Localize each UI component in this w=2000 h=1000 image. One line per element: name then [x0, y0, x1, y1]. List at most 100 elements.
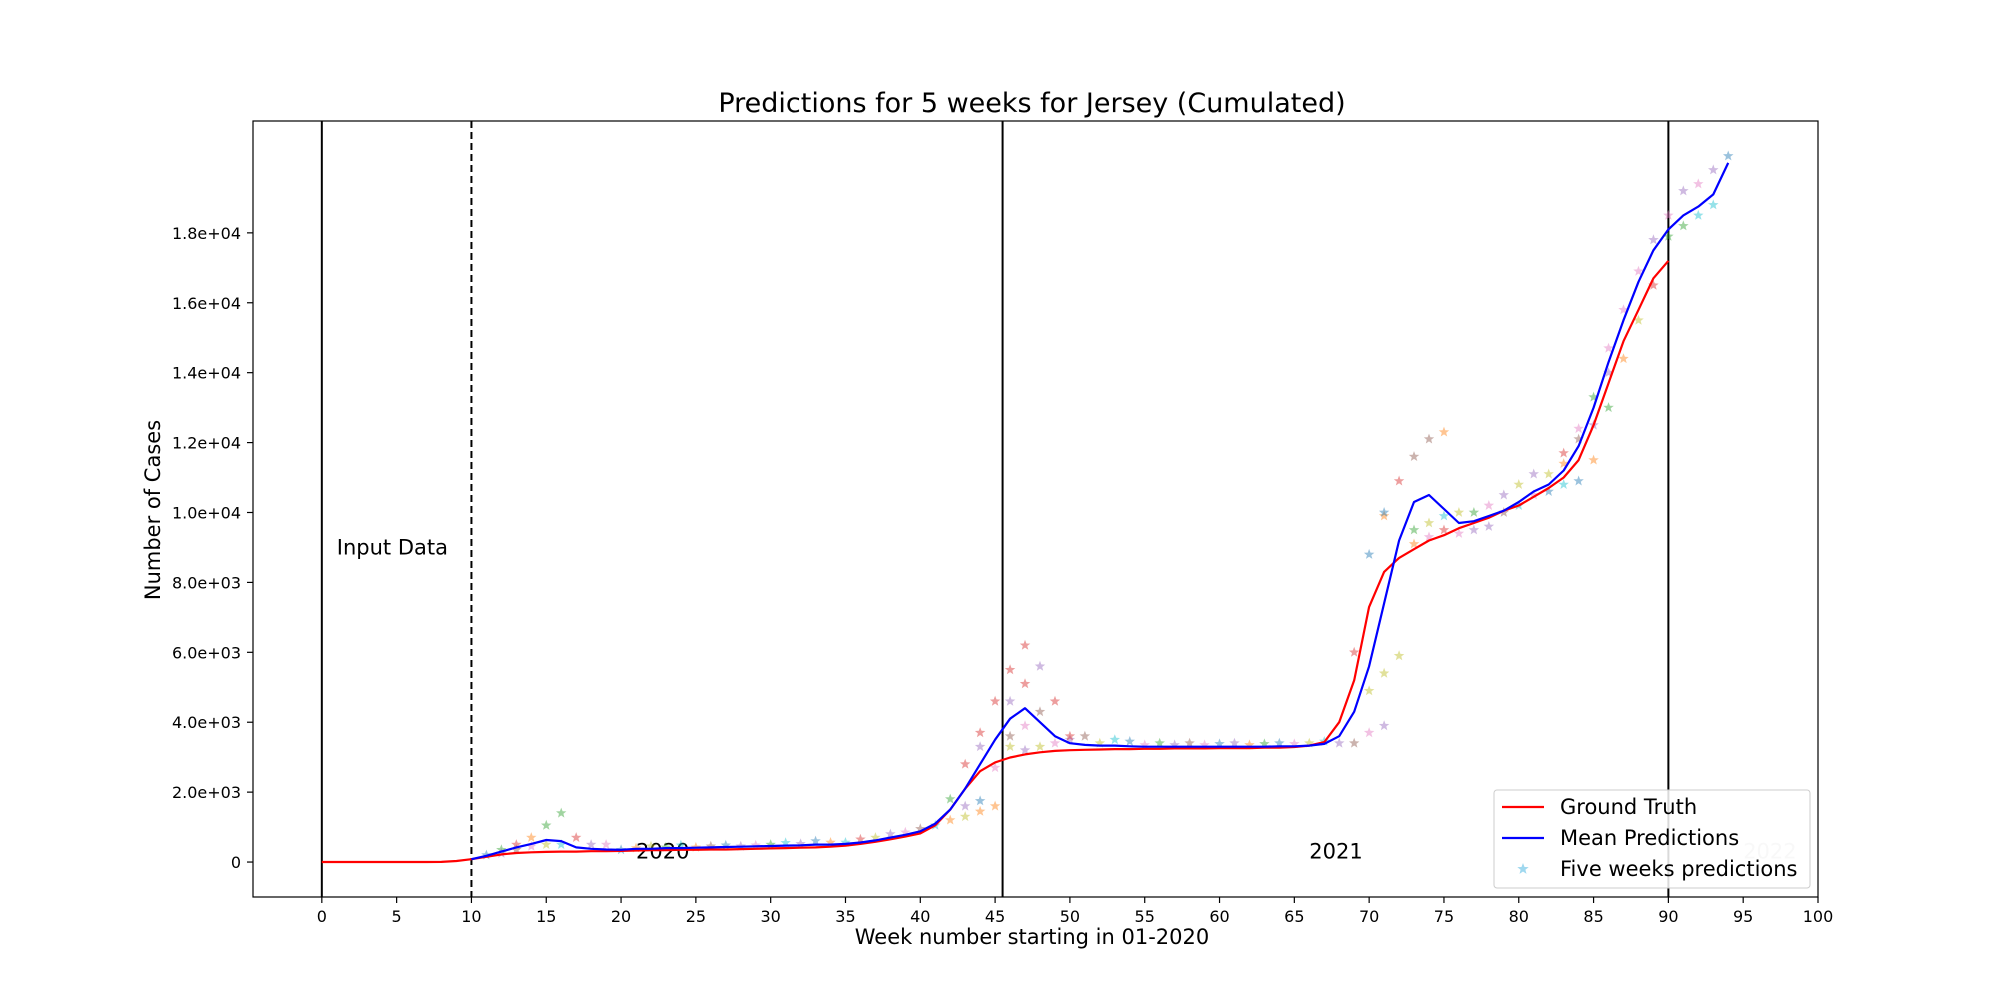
prediction-star-point [1064, 730, 1076, 741]
prediction-star-point [1079, 730, 1091, 741]
prediction-star-point [1573, 433, 1584, 444]
prediction-star-point [1453, 528, 1465, 538]
prediction-star-point [1064, 734, 1076, 745]
prediction-star-point [1423, 433, 1435, 444]
x-tick-label: 80 [1509, 907, 1529, 926]
prediction-star-point [915, 823, 926, 834]
prediction-star-point [1049, 695, 1061, 706]
prediction-star-point [1468, 524, 1480, 535]
prediction-star-point [989, 800, 1001, 811]
prediction-star-point [511, 839, 522, 849]
prediction-star-point [541, 819, 552, 830]
ground-truth-line [321, 260, 1670, 864]
prediction-star-point [885, 828, 896, 839]
prediction-star-point [1708, 164, 1719, 175]
prediction-star-point [1019, 720, 1031, 731]
prediction-star-point [1169, 739, 1180, 750]
prediction-star-point [1049, 737, 1061, 748]
y-tick-label: 1.0e+04 [172, 503, 241, 522]
y-tick-label: 1.6e+04 [172, 294, 241, 313]
y-tick-label: 8.0e+03 [172, 573, 241, 592]
prediction-star-point [945, 814, 956, 825]
y-axis-label: Number of Cases [141, 420, 165, 600]
mean-predictions-line [471, 162, 1730, 861]
prediction-star-point [1663, 209, 1674, 220]
legend-label: Ground Truth [1560, 795, 1697, 819]
prediction-star-point [1483, 500, 1495, 510]
prediction-star-point [900, 826, 911, 837]
prediction-star-point [1543, 468, 1554, 479]
prediction-star-point [765, 839, 776, 849]
prediction-star-point [1618, 304, 1629, 315]
prediction-star-point [1603, 342, 1614, 353]
prediction-star-point [570, 832, 582, 842]
legend: Ground Truth Mean Predictions Five weeks p… [1493, 789, 1811, 889]
x-tick-label: 15 [536, 907, 556, 926]
prediction-star-point [1109, 734, 1120, 745]
chart-title: Predictions for 5 weeks for Jersey (Cumu… [718, 88, 1345, 119]
y-tick-label: 1.4e+04 [172, 364, 241, 383]
prediction-star-point [1349, 737, 1360, 748]
prediction-star-point [1304, 737, 1315, 748]
prediction-star-point [750, 839, 761, 850]
prediction-star-point [1378, 507, 1390, 517]
prediction-star-point [989, 762, 1001, 773]
prediction-star-point [1663, 230, 1674, 241]
prediction-star-point [1723, 150, 1734, 161]
prediction-star-point [974, 805, 986, 816]
prediction-star-point [1678, 185, 1689, 196]
prediction-star-point [1378, 667, 1390, 678]
prediction-star-point [959, 758, 971, 769]
y-tick-label: 0 [231, 853, 241, 872]
y-tick-label: 1.8e+04 [172, 224, 241, 243]
prediction-star-point [675, 839, 687, 850]
prediction-star-point [526, 832, 537, 842]
prediction-star-point [481, 849, 492, 860]
y-tick-label: 1.2e+04 [172, 434, 241, 453]
prediction-star-point [1438, 426, 1450, 437]
prediction-star-point [1693, 209, 1704, 220]
prediction-star-point [1214, 738, 1225, 749]
legend-label: Five weeks predictions [1560, 857, 1798, 881]
prediction-star-point [1034, 706, 1046, 717]
prediction-star-point [1229, 737, 1240, 748]
prediction-star-point [1483, 521, 1495, 531]
prediction-star-point [1408, 524, 1420, 535]
prediction-star-point [780, 837, 791, 848]
prediction-star-point [1498, 489, 1509, 500]
prediction-star-point [1004, 695, 1016, 706]
prediction-star-point [959, 800, 971, 811]
annotation-label: Input Data [337, 535, 448, 559]
prediction-star-point [1588, 454, 1599, 465]
prediction-star-point [1618, 353, 1629, 364]
prediction-star-point [1363, 548, 1375, 559]
prediction-star-point [1528, 489, 1539, 500]
prediction-star-point [1004, 730, 1016, 741]
prediction-star-point [810, 835, 821, 846]
annotation-label: 2020 [636, 840, 689, 864]
prediction-star-point [1633, 265, 1644, 276]
x-tick-label: 100 [1803, 907, 1834, 926]
prediction-star-point [556, 839, 567, 849]
legend-box [1493, 789, 1811, 889]
prediction-star-point [1603, 367, 1614, 378]
prediction-star-point [1408, 451, 1420, 461]
y-tick-label: 4.0e+03 [172, 713, 241, 732]
legend-swatch-star [1517, 863, 1529, 874]
prediction-star-point [1498, 507, 1509, 517]
prediction-star-point [496, 847, 507, 858]
prediction-star-point [989, 695, 1001, 706]
prediction-star-point [630, 842, 642, 853]
prediction-star-point [1034, 741, 1046, 752]
prediction-star-point [1513, 479, 1524, 489]
prediction-star-point [585, 839, 597, 849]
prediction-star-point [1648, 279, 1659, 290]
legend-label: Mean Predictions [1560, 826, 1739, 850]
x-tick-label: 30 [760, 907, 780, 926]
x-tick-label: 85 [1583, 907, 1603, 926]
prediction-star-point [1678, 220, 1689, 231]
x-tick-label: 5 [392, 907, 402, 926]
prediction-star-point [1184, 737, 1195, 748]
prediction-star-point [1543, 486, 1554, 496]
prediction-star-point [1393, 475, 1405, 486]
